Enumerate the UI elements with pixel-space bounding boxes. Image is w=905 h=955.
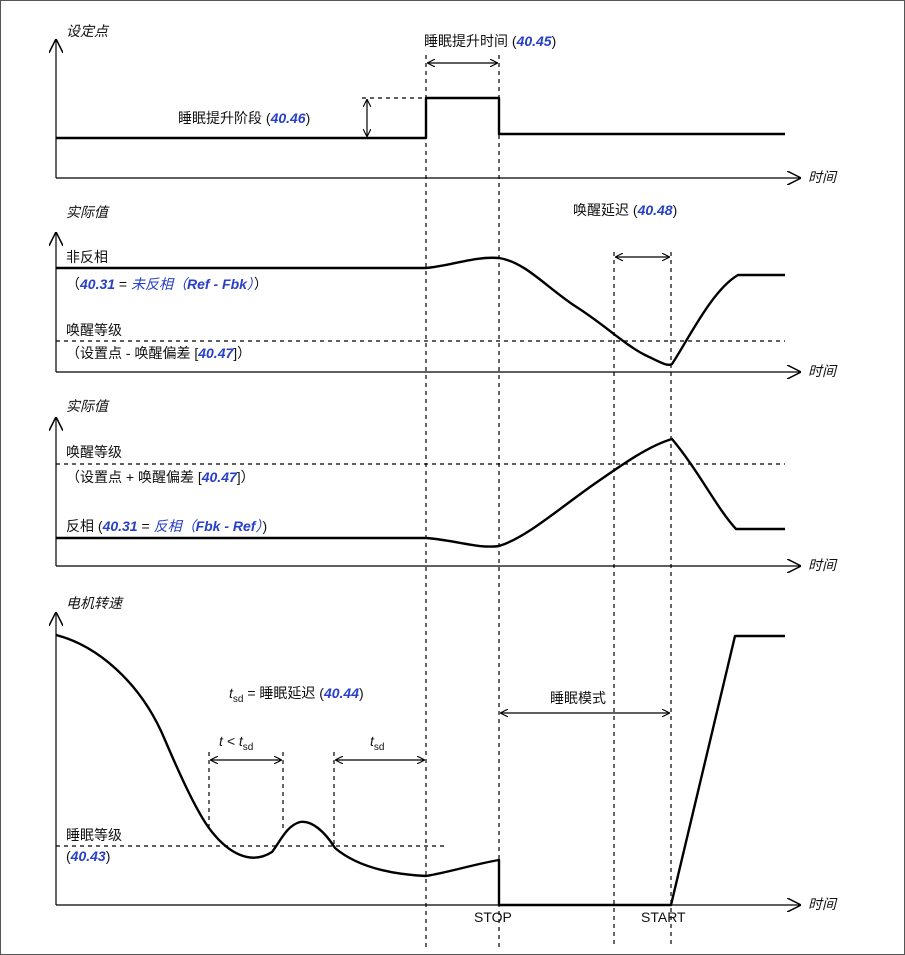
panel-actual-noninverted: 实际值 时间 唤醒延迟 (40.48) 非反相 （40.31 = 未反相（Ref…: [56, 202, 838, 379]
stop-label: STOP: [474, 909, 512, 925]
wake-delay-label: 唤醒延迟 (40.48): [573, 202, 677, 218]
panel2-ylabel: 实际值: [66, 204, 110, 220]
wake-level-label-inv: 唤醒等级: [66, 444, 122, 460]
boost-step-label: 睡眠提升阶段 (40.46): [178, 110, 310, 126]
panel-actual-inverted: 实际值 时间 唤醒等级 （设置点 + 唤醒偏差 [40.47]） 反相 (40.…: [56, 398, 838, 573]
panel2-xlabel: 时间: [808, 363, 838, 379]
actual-value-noninv-curve: [56, 256, 785, 367]
panel4-xlabel: 时间: [808, 896, 838, 912]
start-label: START: [641, 909, 686, 925]
wake-level-label-noninv: 唤醒等级: [66, 322, 122, 338]
noninverted-label: 非反相: [66, 249, 108, 265]
boost-time-label: 睡眠提升时间 (40.45): [424, 33, 556, 49]
wake-level-formula-inv: （设置点 + 唤醒偏差 [40.47]）: [66, 469, 255, 485]
noninverted-param-line: （40.31 = 未反相（Ref - Fbk））: [66, 276, 268, 292]
inverted-label: 反相 (40.31 = 反相（Fbk - Ref）): [66, 518, 267, 534]
panel1-ylabel: 设定点: [66, 23, 110, 39]
sleep-level-param: (40.43): [66, 848, 110, 864]
panel1-xlabel: 时间: [808, 169, 838, 185]
sleep-level-label: 睡眠等级: [66, 827, 122, 843]
panel3-xlabel: 时间: [808, 557, 838, 573]
wake-level-formula-noninv: （设置点 - 唤醒偏差 [40.47]）: [66, 345, 251, 361]
sleep-mode-label: 睡眠模式: [550, 690, 606, 706]
setpoint-curve: [56, 96, 785, 140]
panel4-ylabel: 电机转速: [66, 595, 124, 611]
actual-value-inv-curve: [56, 437, 785, 548]
panel3-ylabel: 实际值: [66, 398, 110, 414]
tsd-definition-label: tsd = 睡眠延迟 (40.44): [229, 685, 364, 705]
t-less-tsd-label: t < tsd: [219, 733, 253, 753]
motor-speed-curve: [55, 633, 785, 907]
tsd-label-2: tsd: [370, 733, 384, 753]
panel-setpoint: 设定点 时间 睡眠提升时间 (40.45) 睡眠提升阶段 (40.46): [56, 23, 838, 185]
panel-motor-speed: 电机转速 时间 tsd = 睡眠延迟 (40.44) t < tsd tsd 睡…: [56, 595, 838, 925]
